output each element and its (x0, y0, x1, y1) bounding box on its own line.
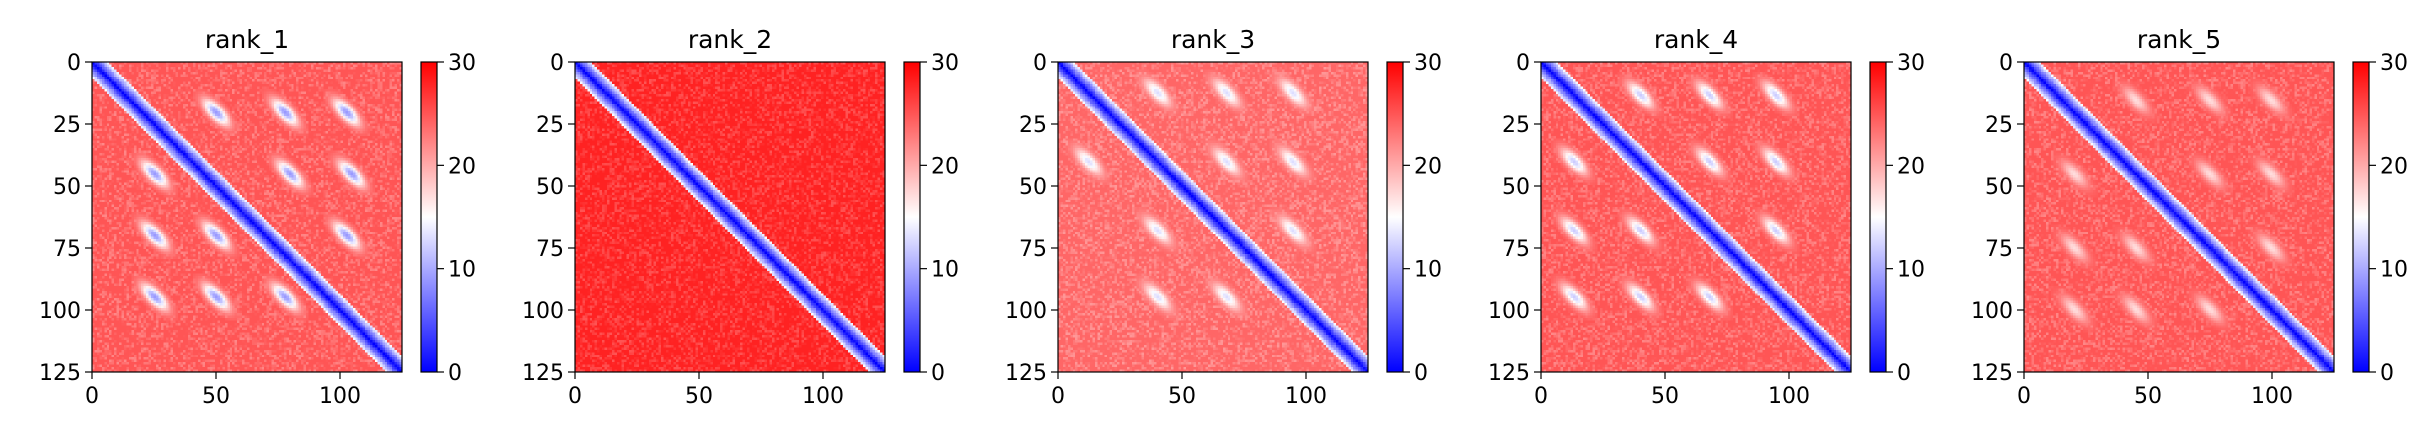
colorbar-tick-label: 0 (1414, 361, 1428, 386)
y-tick-label: 50 (1502, 175, 1530, 200)
panel-title: rank_1 (205, 25, 289, 54)
colorbar-tick-label: 20 (931, 154, 959, 179)
colorbar-tick-label: 10 (1897, 258, 1925, 283)
colorbar-tick-label: 30 (2380, 51, 2408, 76)
panel-title: rank_2 (688, 25, 772, 54)
y-tick-label: 25 (53, 113, 81, 138)
y-tick-label: 75 (53, 237, 81, 262)
x-tick-label: 100 (1768, 384, 1810, 409)
axes-frame (574, 61, 886, 373)
y-tick-label: 75 (1019, 237, 1047, 262)
colorbar (1386, 61, 1404, 373)
x-tick-label: 0 (1534, 384, 1548, 409)
colorbar-tick-label: 30 (1897, 51, 1925, 76)
heatmap-image (92, 62, 402, 372)
colorbar-tick-label: 0 (2380, 361, 2394, 386)
colorbar-tick-label: 30 (1414, 51, 1442, 76)
colorbar-tick-label: 20 (1897, 154, 1925, 179)
panel-title: rank_4 (1654, 25, 1738, 54)
x-tick-label: 50 (2134, 384, 2162, 409)
panel-title: rank_3 (1171, 25, 1255, 54)
heatmap-image (2024, 62, 2334, 372)
x-tick-label: 0 (1051, 384, 1065, 409)
colorbar-tick-label: 0 (931, 361, 945, 386)
x-tick-label: 100 (802, 384, 844, 409)
y-tick-label: 125 (1488, 361, 1530, 386)
axes-frame (91, 61, 403, 373)
y-tick-label: 75 (536, 237, 564, 262)
y-tick-label: 50 (53, 175, 81, 200)
y-tick-label: 75 (1985, 237, 2013, 262)
y-tick-label: 100 (1488, 299, 1530, 324)
x-tick-label: 100 (319, 384, 361, 409)
y-tick-label: 125 (39, 361, 81, 386)
y-tick-label: 0 (1033, 51, 1047, 76)
axes-frame (1057, 61, 1369, 373)
y-tick-label: 25 (1502, 113, 1530, 138)
y-tick-label: 100 (39, 299, 81, 324)
colorbar-tick-label: 20 (2380, 154, 2408, 179)
x-tick-label: 100 (1285, 384, 1327, 409)
axes-frame (2023, 61, 2335, 373)
y-tick-label: 75 (1502, 237, 1530, 262)
colorbar-tick-label: 30 (448, 51, 476, 76)
colorbar-tick-label: 30 (931, 51, 959, 76)
colorbar (2352, 61, 2370, 373)
heatmap-image (575, 62, 885, 372)
y-tick-label: 0 (1999, 51, 2013, 76)
colorbar-tick-label: 10 (2380, 258, 2408, 283)
heatmap-image (1058, 62, 1368, 372)
y-tick-label: 25 (536, 113, 564, 138)
colorbar-tick-label: 10 (448, 258, 476, 283)
x-tick-label: 50 (1168, 384, 1196, 409)
colorbar-tick-label: 20 (448, 154, 476, 179)
x-tick-label: 50 (202, 384, 230, 409)
y-tick-label: 100 (522, 299, 564, 324)
axes-frame (1540, 61, 1852, 373)
y-tick-label: 25 (1985, 113, 2013, 138)
colorbar-tick-label: 20 (1414, 154, 1442, 179)
y-tick-label: 0 (550, 51, 564, 76)
heatmap-image (1541, 62, 1851, 372)
x-tick-label: 50 (1651, 384, 1679, 409)
y-tick-label: 0 (67, 51, 81, 76)
colorbar-tick-label: 10 (931, 258, 959, 283)
y-tick-label: 100 (1005, 299, 1047, 324)
x-tick-label: 0 (2017, 384, 2031, 409)
y-tick-label: 125 (1005, 361, 1047, 386)
y-tick-label: 25 (1019, 113, 1047, 138)
colorbar (420, 61, 438, 373)
colorbar-tick-label: 10 (1414, 258, 1442, 283)
y-tick-label: 125 (1971, 361, 2013, 386)
x-tick-label: 100 (2251, 384, 2293, 409)
colorbar-tick-label: 0 (448, 361, 462, 386)
x-tick-label: 0 (568, 384, 582, 409)
y-tick-label: 125 (522, 361, 564, 386)
colorbar-tick-label: 0 (1897, 361, 1911, 386)
colorbar (903, 61, 921, 373)
y-tick-label: 100 (1971, 299, 2013, 324)
x-tick-label: 50 (685, 384, 713, 409)
y-tick-label: 0 (1516, 51, 1530, 76)
y-tick-label: 50 (536, 175, 564, 200)
colorbar (1869, 61, 1887, 373)
y-tick-label: 50 (1019, 175, 1047, 200)
y-tick-label: 50 (1985, 175, 2013, 200)
panel-title: rank_5 (2137, 25, 2221, 54)
x-tick-label: 0 (85, 384, 99, 409)
